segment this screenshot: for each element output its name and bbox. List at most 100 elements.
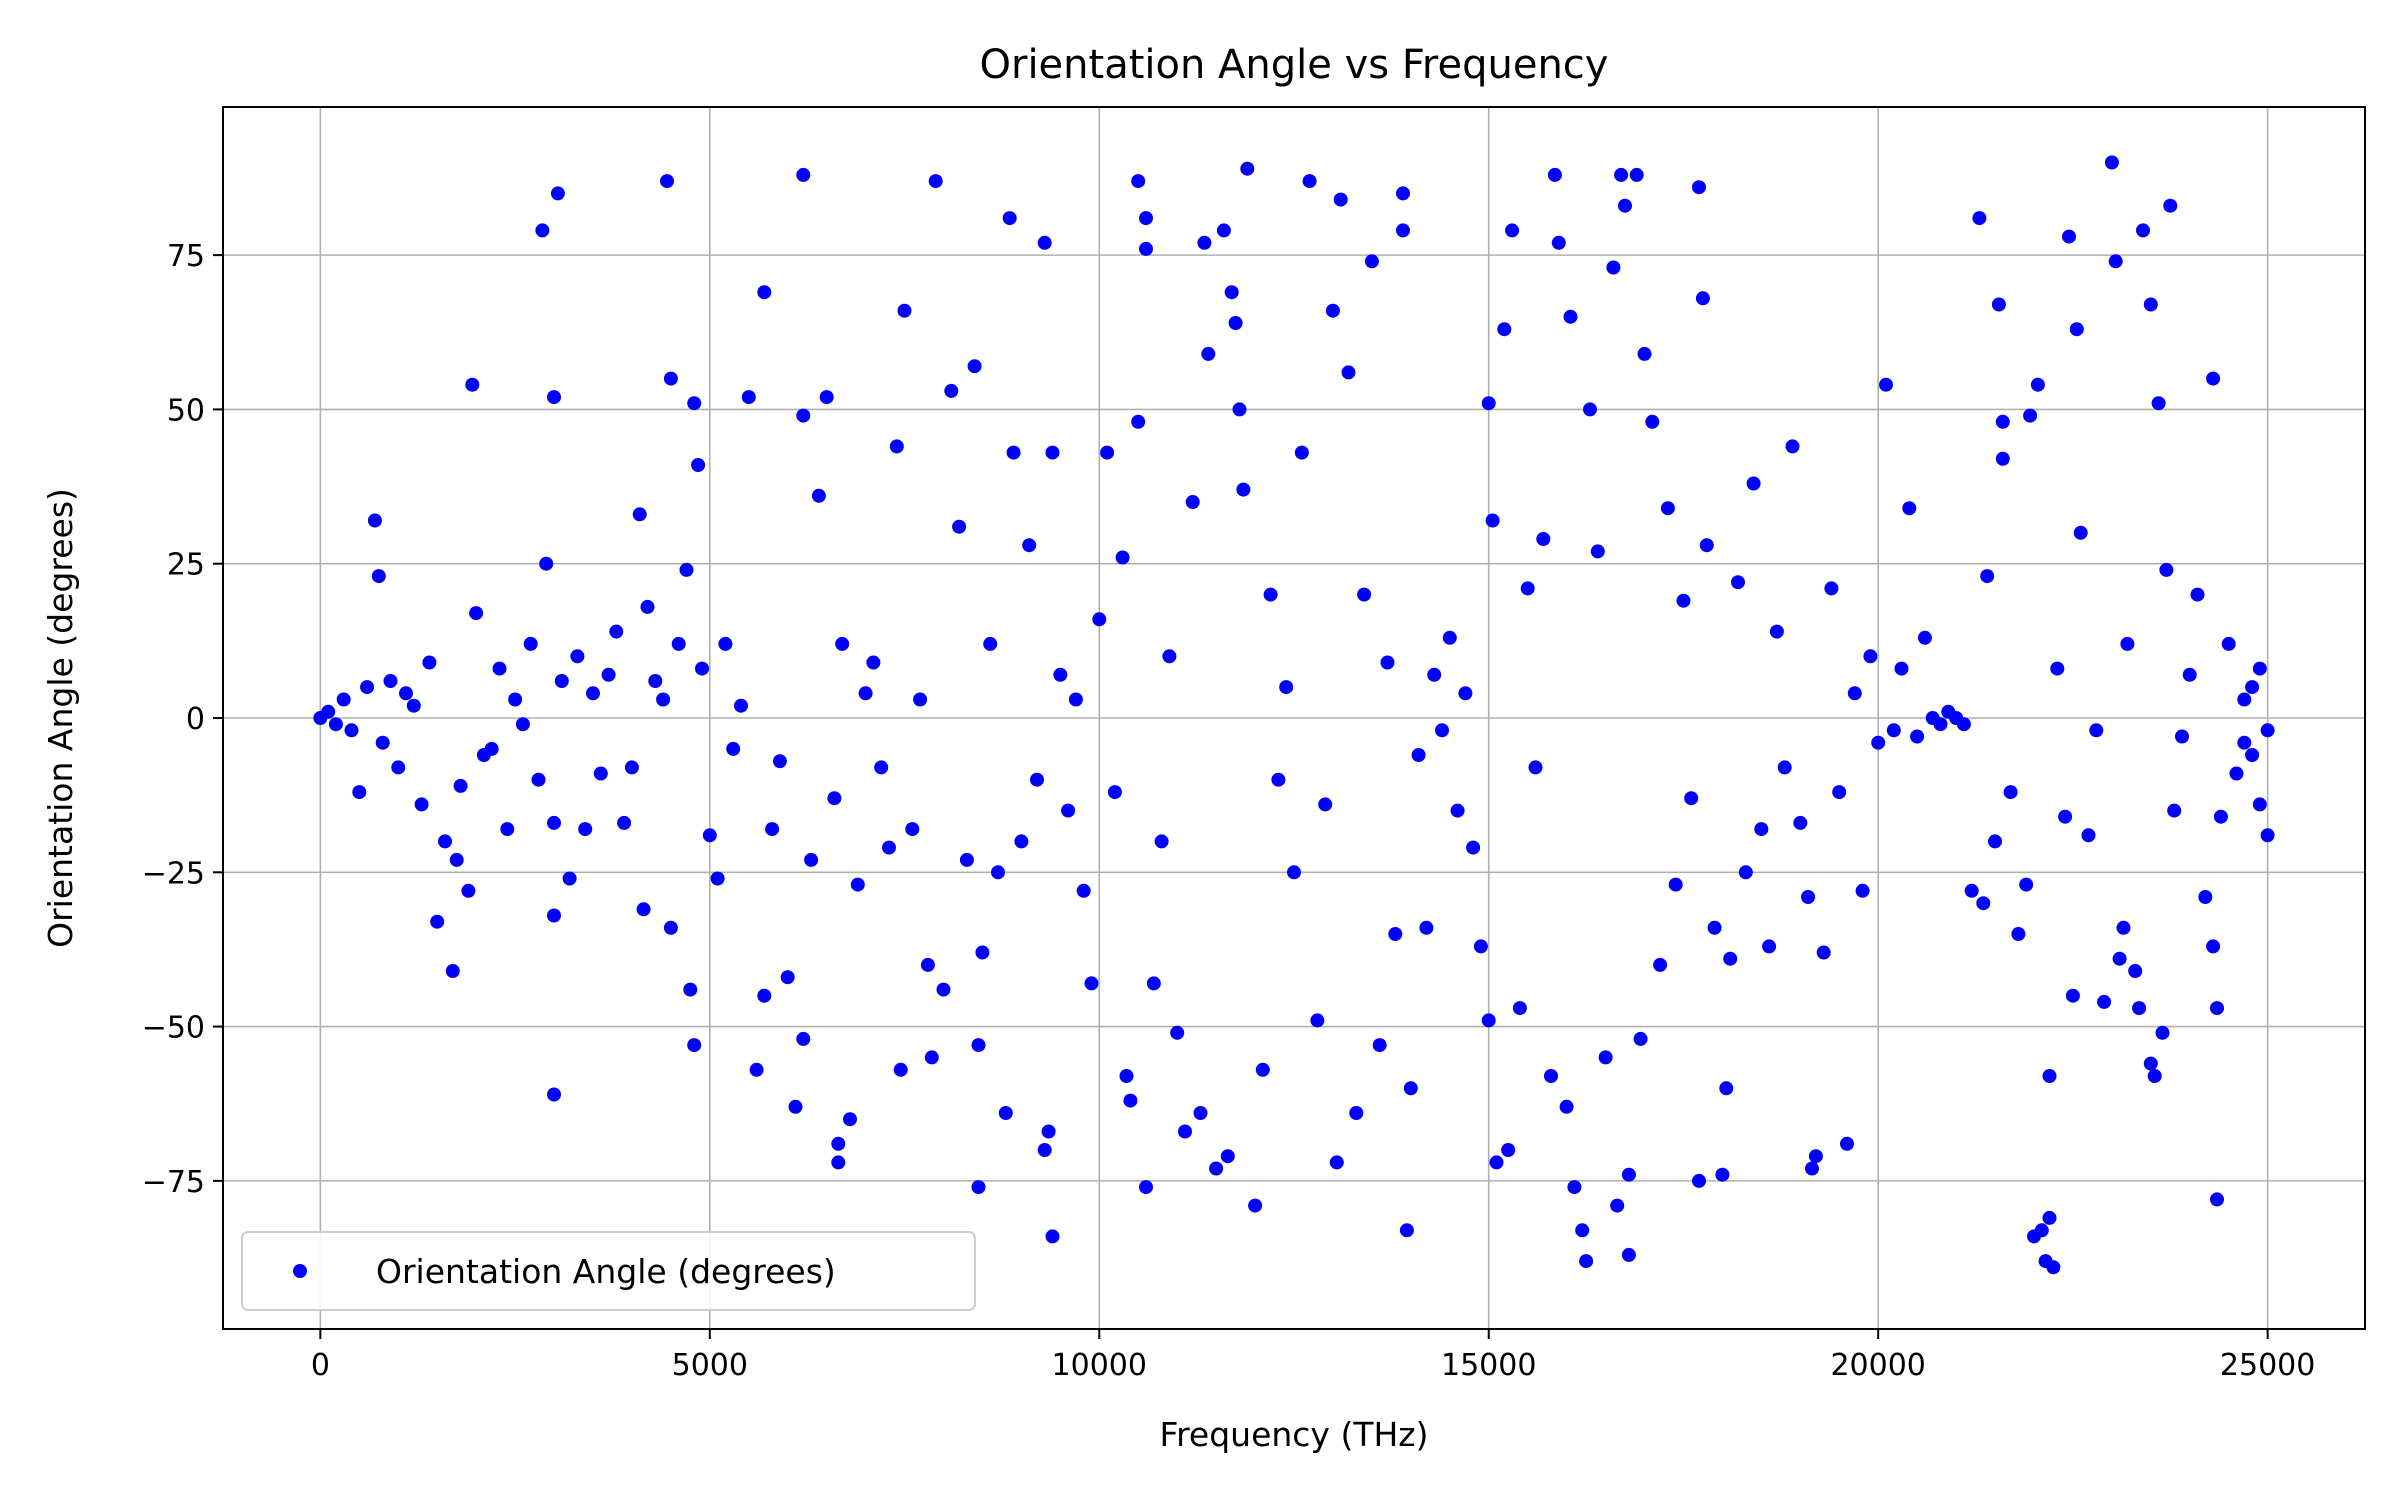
data-point [632, 507, 647, 522]
data-point [924, 1050, 939, 1065]
data-point [1754, 822, 1769, 837]
data-point [1481, 1013, 1496, 1028]
data-point [1092, 612, 1107, 627]
data-point [1084, 976, 1099, 991]
data-point [897, 303, 912, 318]
data-point [2062, 229, 2076, 244]
data-point [1528, 760, 1543, 775]
data-point [1037, 235, 1052, 250]
data-point [1816, 945, 1831, 960]
data-point [1419, 920, 1434, 935]
data-point [391, 760, 406, 775]
data-point [465, 377, 480, 392]
data-point [1209, 1161, 1224, 1176]
data-point [905, 822, 920, 837]
data-point [1808, 1149, 1823, 1164]
data-point [1762, 939, 1777, 954]
y-tick-label: −25 [142, 856, 205, 891]
data-point [371, 569, 386, 584]
data-point [1485, 513, 1500, 528]
data-point [1512, 1001, 1527, 1016]
data-point [1633, 1031, 1648, 1046]
data-point [1653, 957, 1668, 972]
data-point [2210, 1192, 2224, 1207]
data-point [2116, 920, 2131, 935]
data-point [1002, 211, 1017, 226]
data-point [671, 636, 686, 651]
data-point [1575, 1223, 1590, 1238]
data-point [2237, 735, 2252, 750]
data-point [1146, 976, 1161, 991]
data-point [1061, 803, 1076, 818]
data-point [2213, 809, 2228, 824]
data-point [796, 167, 811, 182]
data-point [893, 1062, 908, 1077]
data-point [2143, 297, 2158, 312]
data-point [734, 698, 748, 713]
data-point [1240, 161, 1255, 176]
data-point [531, 772, 546, 787]
data-point [1855, 883, 1870, 898]
data-point [2097, 994, 2112, 1009]
data-point [547, 1087, 561, 1102]
data-point [967, 359, 982, 374]
data-point [2206, 371, 2221, 386]
data-point [2089, 723, 2104, 738]
data-point [710, 871, 725, 886]
data-point [1505, 223, 1520, 238]
data-point [1139, 1180, 1153, 1195]
data-point [702, 828, 717, 843]
data-point [831, 1155, 846, 1170]
data-point [1396, 223, 1410, 238]
data-point [1170, 1025, 1185, 1040]
data-point [2260, 828, 2275, 843]
data-point [601, 667, 616, 682]
data-point [399, 686, 413, 701]
data-point [2167, 803, 2182, 818]
data-point [1154, 834, 1169, 849]
data-point [1041, 1124, 1056, 1139]
data-point [2081, 828, 2096, 843]
data-point [796, 408, 811, 423]
data-point [547, 815, 561, 830]
data-point [2147, 1069, 2162, 1083]
data-point [2190, 587, 2205, 602]
data-point [336, 692, 351, 707]
data-point [492, 661, 507, 676]
chart-title: Orientation Angle vs Frequency [980, 42, 1609, 88]
data-point [1559, 1099, 1574, 1114]
grid [223, 107, 2365, 1329]
data-point [975, 945, 990, 960]
data-point [593, 766, 608, 781]
data-point [971, 1038, 986, 1053]
data-point [2151, 396, 2166, 411]
data-point [500, 822, 515, 837]
data-point [757, 988, 772, 1003]
data-point [328, 717, 343, 732]
y-tick-label: 50 [167, 393, 205, 428]
data-point [2046, 1260, 2061, 1275]
data-point [2128, 964, 2143, 978]
data-point [1988, 834, 2002, 849]
data-point [1684, 791, 1699, 806]
legend-box [241, 1231, 976, 1311]
data-point [1372, 1038, 1387, 1053]
data-point [445, 964, 460, 978]
data-point [1310, 1013, 1325, 1028]
data-point [679, 562, 694, 577]
data-point [2058, 809, 2073, 824]
data-point [1731, 575, 1745, 590]
data-point [936, 982, 951, 997]
data-point [636, 902, 651, 917]
data-point [1832, 785, 1847, 800]
data-point [1692, 1173, 1706, 1188]
data-point [1224, 285, 1239, 300]
data-point [2155, 1025, 2170, 1040]
data-point [1435, 723, 1449, 738]
data-point [2065, 988, 2080, 1003]
data-point [375, 735, 390, 750]
data-points [313, 155, 2275, 1275]
data-point [2252, 797, 2267, 812]
data-point [1660, 501, 1675, 516]
legend: Orientation Angle (degrees) [241, 1231, 976, 1311]
